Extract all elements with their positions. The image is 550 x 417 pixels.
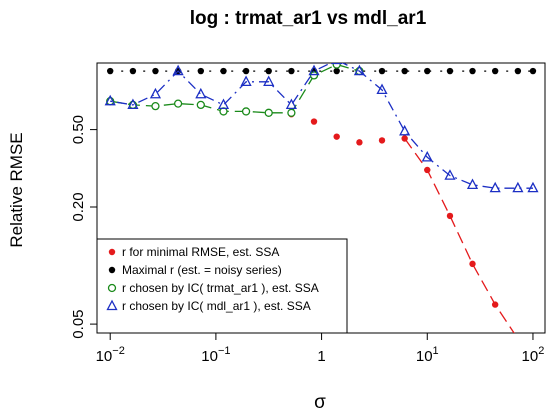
y-axis-label: Relative RMSE [7,132,26,247]
legend-label: r chosen by IC( mdl_ar1 ), est. SSA [122,299,311,313]
data-point [265,67,272,75]
data-point [195,87,207,99]
legend-label: r chosen by IC( trmat_ar1 ), est. SSA [122,281,319,295]
data-point [310,118,318,125]
data-point [378,67,386,75]
x-axis: 10−2 10−1 1 101 102 [96,332,545,365]
data-point [240,75,252,86]
data-point [151,101,160,111]
data-point [424,166,431,174]
x-axis-label: σ [314,392,326,413]
x-tick-label: 10−2 [96,345,125,365]
legend-marker [108,248,116,256]
data-point [353,64,365,76]
y-tick-label: 0.20 [70,192,87,221]
legend-marker [107,283,117,293]
legend-label: r for minimal RMSE, est. SSA [122,245,279,259]
series-line [110,63,533,189]
y-tick-label: 0.05 [70,309,87,338]
data-point [514,67,522,75]
series-3 [106,63,364,117]
chart-title: log : trmat_ar1 vs mdl_ar1 [190,8,427,29]
x-tick-label: 102 [522,345,545,365]
data-point [172,64,184,76]
data-point [401,135,408,142]
data-point [308,64,320,76]
y-axis: 0.05 0.20 0.50 [70,115,98,339]
data-point [263,75,275,86]
data-point [197,67,205,75]
data-point [129,67,137,75]
data-point [446,212,454,220]
data-point [421,150,433,162]
y-tick-label: 0.50 [70,115,87,144]
data-point [356,139,363,146]
legend-box [96,238,348,334]
data-point [491,67,499,75]
legend: r for minimal RMSE, est. SSA Maximal r (e… [96,238,348,334]
data-point [515,336,521,342]
data-point [264,108,273,117]
data-point [401,67,408,75]
data-point [220,67,227,75]
data-point [152,67,159,75]
legend-marker [106,299,118,311]
data-point [331,63,343,65]
data-point [104,94,116,106]
data-point [285,98,297,110]
legend-marker [108,266,116,274]
data-point [466,178,479,189]
data-point [446,67,454,75]
data-point [527,181,539,193]
data-point [242,67,250,75]
data-point [489,181,501,193]
data-point [491,301,499,308]
data-point [376,83,388,95]
data-point [399,124,411,136]
data-point [127,98,139,110]
x-tick-label: 10−1 [201,345,230,365]
data-point [529,67,537,75]
data-point [424,67,431,75]
data-point [512,181,524,193]
data-point [333,67,340,75]
data-point [287,108,296,117]
data-point [107,67,114,75]
data-point [173,99,183,108]
legend-label: Maximal r (est. = noisy series) [122,263,282,277]
series-line [404,138,515,333]
data-point [241,107,251,116]
x-tick-label: 101 [416,345,439,365]
data-point [288,67,295,75]
data-point [469,260,476,268]
series-line [110,63,360,114]
data-point [378,137,386,144]
data-point [217,98,230,110]
data-point [333,133,340,140]
data-point [444,169,456,180]
data-point [332,63,341,69]
series-4 [104,63,539,193]
data-point [309,71,319,80]
x-tick-label: 1 [317,348,325,365]
series-layer [104,63,539,342]
data-point [149,87,162,99]
data-point [469,67,476,75]
data-point [196,100,205,110]
